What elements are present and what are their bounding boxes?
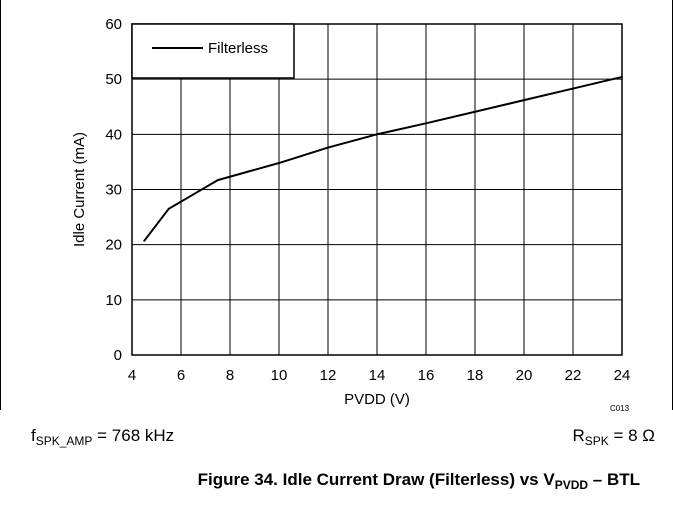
plot-border (131, 23, 623, 356)
caption-main: Figure 34. Idle Current Draw (Filterless… (197, 470, 555, 489)
x-tick-label-3: 10 (271, 367, 288, 384)
x-tick-label-5: 14 (369, 367, 386, 384)
y-tick-label-1: 10 (105, 292, 122, 309)
x-axis-label: PVDD (V) (344, 391, 410, 408)
y-axis-label: Idle Current (mA) (71, 132, 88, 247)
x-tick-label-7: 18 (467, 367, 484, 384)
y-tick-label-0: 0 (114, 347, 122, 364)
x-tick-label-0: 4 (128, 367, 136, 384)
x-tick-label-2: 8 (226, 367, 234, 384)
y-tick-label-2: 20 (105, 237, 122, 254)
x-tick-label-1: 6 (177, 367, 185, 384)
series-0-point-7 (474, 110, 476, 113)
series-0-point-9 (572, 87, 574, 90)
condition-load-symbol: R (572, 426, 585, 445)
x-tick-label-9: 22 (565, 367, 582, 384)
series-0-point-10 (621, 75, 623, 78)
series-0-point-2 (216, 179, 219, 182)
x-tick-label-8: 20 (516, 367, 533, 384)
left-border (0, 0, 1, 410)
legend-box (131, 23, 295, 79)
x-tick-label-4: 12 (320, 367, 337, 384)
x-tick-labels: 4 6 8 10 12 14 16 18 20 22 24 (128, 367, 631, 384)
figure-code: C013 (610, 404, 630, 413)
condition-frequency: fSPK_AMP = 768 kHz (31, 426, 174, 448)
x-tick-label-10: 24 (614, 367, 631, 384)
y-tick-label-5: 50 (105, 71, 122, 88)
y-tick-labels: 0 10 20 30 40 50 60 (105, 16, 122, 364)
series-layer (143, 75, 623, 242)
series-line-0 (143, 75, 623, 242)
condition-load: RSPK = 8 Ω (572, 426, 655, 448)
series-0-point-6 (425, 122, 427, 125)
caption-subscript: PVDD (554, 478, 589, 492)
condition-load-value: = 8 Ω (608, 426, 655, 445)
legend: Filterless (131, 23, 295, 79)
condition-load-subscript: SPK (584, 434, 609, 448)
series-0-point-4 (327, 146, 329, 149)
condition-frequency-symbol: f (31, 426, 36, 445)
legend-label: Filterless (208, 40, 268, 57)
figure-caption: Figure 34. Idle Current Draw (Filterless… (198, 470, 640, 492)
series-0-point-5 (376, 133, 378, 136)
y-tick-label-3: 30 (105, 182, 122, 199)
caption-suffix: – BTL (588, 470, 640, 489)
series-0-point-3 (278, 162, 280, 165)
x-tick-label-6: 16 (418, 367, 435, 384)
y-tick-label-6: 60 (105, 16, 122, 33)
condition-frequency-value: = 768 kHz (92, 426, 175, 445)
y-tick-label-4: 40 (105, 126, 122, 143)
condition-frequency-subscript: SPK_AMP (35, 434, 93, 448)
series-0-point-0 (143, 239, 146, 242)
series-0-point-8 (523, 99, 525, 102)
idle-current-chart: 4 6 8 10 12 14 16 18 20 22 24 0 10 20 30 40 50 60 PVDD (… (71, 16, 631, 408)
series-0-point-1 (167, 207, 170, 210)
